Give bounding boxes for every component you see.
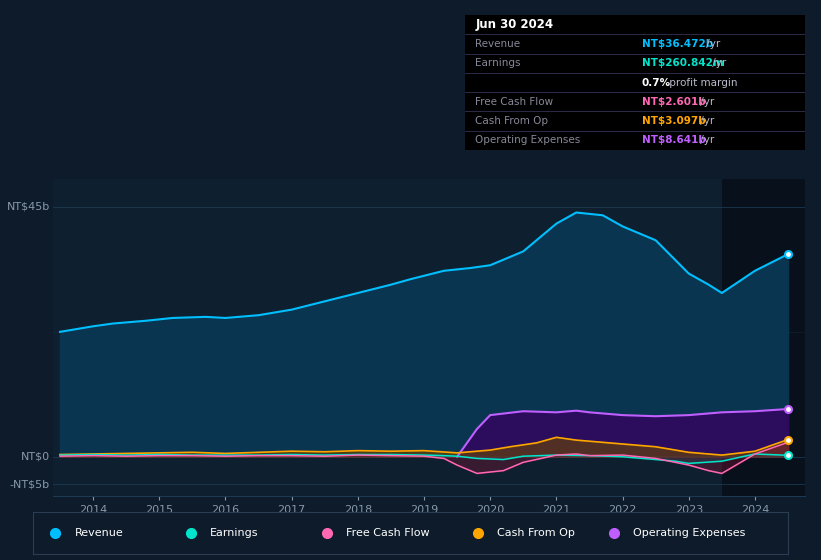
Text: NT$260.842m: NT$260.842m: [642, 58, 723, 68]
Text: profit margin: profit margin: [667, 77, 738, 87]
Text: Operating Expenses: Operating Expenses: [633, 529, 745, 538]
Text: Operating Expenses: Operating Expenses: [475, 136, 580, 146]
Text: /yr: /yr: [697, 97, 714, 107]
Text: Earnings: Earnings: [210, 529, 259, 538]
Text: Earnings: Earnings: [475, 58, 521, 68]
Text: /yr: /yr: [703, 39, 720, 49]
Text: -NT$5b: -NT$5b: [10, 479, 50, 489]
Text: NT$8.641b: NT$8.641b: [642, 136, 706, 146]
Text: /yr: /yr: [709, 58, 727, 68]
Text: /yr: /yr: [697, 116, 714, 126]
Text: Cash From Op: Cash From Op: [498, 529, 576, 538]
Text: NT$0: NT$0: [21, 452, 50, 462]
Text: 0.7%: 0.7%: [642, 77, 671, 87]
Text: NT$45b: NT$45b: [7, 202, 50, 212]
Text: NT$3.097b: NT$3.097b: [642, 116, 705, 126]
Text: Free Cash Flow: Free Cash Flow: [475, 97, 553, 107]
Text: NT$2.601b: NT$2.601b: [642, 97, 705, 107]
Text: Revenue: Revenue: [75, 529, 123, 538]
Text: Revenue: Revenue: [475, 39, 521, 49]
Text: Free Cash Flow: Free Cash Flow: [346, 529, 430, 538]
Text: Cash From Op: Cash From Op: [475, 116, 548, 126]
Text: Jun 30 2024: Jun 30 2024: [475, 18, 553, 31]
Text: NT$36.472b: NT$36.472b: [642, 39, 713, 49]
Text: /yr: /yr: [697, 136, 714, 146]
Bar: [722, 179, 805, 496]
